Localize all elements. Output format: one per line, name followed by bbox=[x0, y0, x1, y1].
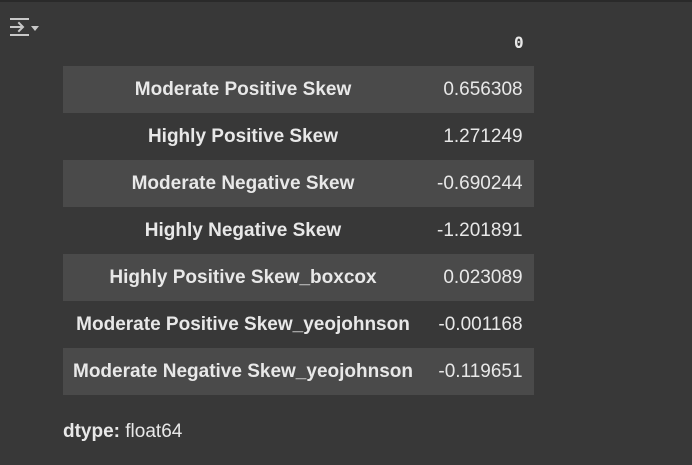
dtype-label: dtype: bbox=[63, 421, 120, 442]
table-row: Moderate Positive Skew_yeojohnson -0.001… bbox=[63, 301, 534, 348]
row-index-label: Moderate Negative Skew bbox=[63, 160, 423, 207]
row-value: -0.001168 bbox=[423, 301, 534, 348]
column-header: 0 bbox=[513, 32, 524, 52]
row-index-label: Highly Negative Skew bbox=[63, 207, 423, 254]
row-index-label: Moderate Positive Skew_yeojohnson bbox=[63, 301, 423, 348]
table-row: Moderate Negative Skew -0.690244 bbox=[63, 160, 534, 207]
table-row: Highly Positive Skew_boxcox 0.023089 bbox=[63, 254, 534, 301]
row-index-label: Highly Positive Skew bbox=[63, 113, 423, 160]
series-table: 0 Moderate Positive Skew 0.656308 Highly… bbox=[63, 18, 534, 395]
dtype-value: float64 bbox=[125, 421, 183, 442]
row-value: 0.656308 bbox=[423, 66, 534, 113]
index-corner-header bbox=[63, 18, 423, 66]
table-row: Moderate Positive Skew 0.656308 bbox=[63, 66, 534, 113]
header-row: 0 bbox=[63, 18, 534, 66]
row-value: 1.271249 bbox=[423, 113, 534, 160]
row-index-label: Highly Positive Skew_boxcox bbox=[63, 254, 423, 301]
row-value: -1.201891 bbox=[423, 207, 534, 254]
table-row: Moderate Negative Skew_yeojohnson -0.119… bbox=[63, 348, 534, 395]
row-index-label: Moderate Positive Skew bbox=[63, 66, 423, 113]
row-value: -0.690244 bbox=[423, 160, 534, 207]
row-value: -0.119651 bbox=[423, 348, 534, 395]
output-options-icon[interactable] bbox=[8, 14, 42, 42]
dtype-line: dtype: float64 bbox=[63, 421, 182, 443]
table-row: Highly Negative Skew -1.201891 bbox=[63, 207, 534, 254]
table-row: Highly Positive Skew 1.271249 bbox=[63, 113, 534, 160]
row-value: 0.023089 bbox=[423, 254, 534, 301]
row-index-label: Moderate Negative Skew_yeojohnson bbox=[63, 348, 423, 395]
